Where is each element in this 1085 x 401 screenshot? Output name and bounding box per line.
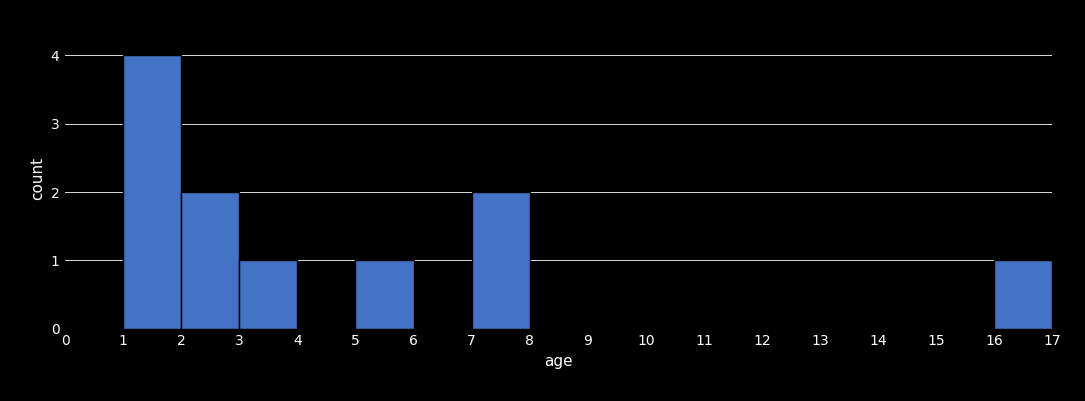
Bar bbox=[356, 261, 413, 329]
Y-axis label: count: count bbox=[30, 157, 46, 200]
Bar bbox=[240, 261, 297, 329]
Bar bbox=[472, 192, 529, 329]
Bar bbox=[124, 55, 181, 329]
Bar bbox=[994, 261, 1052, 329]
X-axis label: age: age bbox=[545, 354, 573, 369]
Bar bbox=[181, 192, 240, 329]
